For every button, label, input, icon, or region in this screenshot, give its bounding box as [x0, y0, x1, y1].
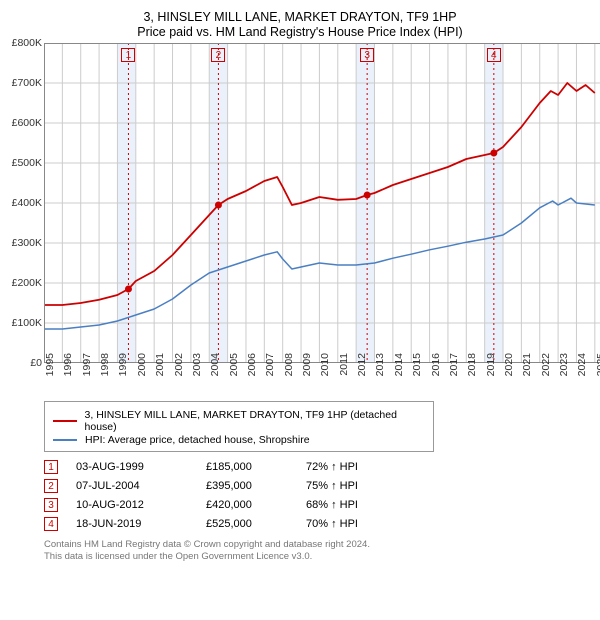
y-axis-label: £100K [8, 317, 42, 329]
sale-row: 1 03-AUG-1999£185,00072% ↑ HPI [44, 460, 592, 474]
sale-row: 4 18-JUN-2019£525,00070% ↑ HPI [44, 517, 592, 531]
sale-marker-label: 1 [121, 48, 135, 62]
sale-date: 18-JUN-2019 [76, 518, 206, 530]
y-axis-label: £800K [8, 37, 42, 49]
sale-pct-vs-hpi: 72% ↑ HPI [306, 461, 396, 473]
sale-marker-label: 2 [211, 48, 225, 62]
legend-label: HPI: Average price, detached house, Shro… [85, 434, 310, 446]
sale-price: £185,000 [206, 461, 306, 473]
chart-container: { "title_line1": "3, HINSLEY MILL LANE, … [0, 0, 600, 620]
sale-marker-icon: 1 [44, 460, 58, 474]
sale-price: £395,000 [206, 480, 306, 492]
sale-marker-label: 4 [487, 48, 501, 62]
sale-price: £420,000 [206, 499, 306, 511]
sale-marker-label: 3 [360, 48, 374, 62]
sale-date: 10-AUG-2012 [76, 499, 206, 511]
footer-line-2: This data is licensed under the Open Gov… [44, 551, 592, 563]
sale-marker-icon: 4 [44, 517, 58, 531]
y-axis-label: £200K [8, 277, 42, 289]
legend-item: HPI: Average price, detached house, Shro… [53, 434, 425, 446]
sale-row: 2 07-JUL-2004£395,00075% ↑ HPI [44, 479, 592, 493]
price-chart: £0£100K£200K£300K£400K£500K£600K£700K£80… [44, 43, 600, 363]
sale-date: 03-AUG-1999 [76, 461, 206, 473]
legend: 3, HINSLEY MILL LANE, MARKET DRAYTON, TF… [44, 401, 434, 452]
legend-label: 3, HINSLEY MILL LANE, MARKET DRAYTON, TF… [85, 409, 425, 433]
y-axis-label: £700K [8, 77, 42, 89]
title-line-1: 3, HINSLEY MILL LANE, MARKET DRAYTON, TF… [8, 10, 592, 24]
sales-table: 1 03-AUG-1999£185,00072% ↑ HPI 2 07-JUL-200… [44, 460, 592, 531]
sale-price: £525,000 [206, 518, 306, 530]
sale-pct-vs-hpi: 70% ↑ HPI [306, 518, 396, 530]
sale-row: 3 10-AUG-2012£420,00068% ↑ HPI [44, 498, 592, 512]
sale-pct-vs-hpi: 68% ↑ HPI [306, 499, 396, 511]
copyright-footer: Contains HM Land Registry data © Crown c… [44, 539, 592, 564]
footer-line-1: Contains HM Land Registry data © Crown c… [44, 539, 592, 551]
sale-pct-vs-hpi: 75% ↑ HPI [306, 480, 396, 492]
y-axis-label: £600K [8, 117, 42, 129]
y-axis-label: £500K [8, 157, 42, 169]
y-axis-label: £0 [8, 357, 42, 369]
y-axis-label: £400K [8, 197, 42, 209]
legend-item: 3, HINSLEY MILL LANE, MARKET DRAYTON, TF… [53, 409, 425, 433]
title-line-2: Price paid vs. HM Land Registry's House … [8, 25, 592, 39]
sale-marker-icon: 2 [44, 479, 58, 493]
y-axis-label: £300K [8, 237, 42, 249]
sale-marker-icon: 3 [44, 498, 58, 512]
sale-date: 07-JUL-2004 [76, 480, 206, 492]
legend-swatch [53, 439, 77, 441]
x-axis-label: 2025 [595, 353, 600, 381]
legend-swatch [53, 420, 77, 422]
